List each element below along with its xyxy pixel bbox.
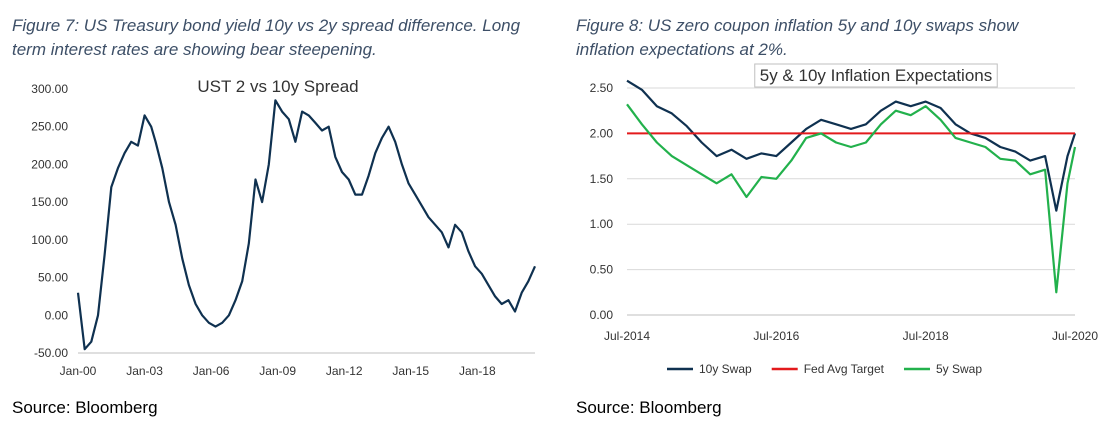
y-tick-label: 250.00 bbox=[31, 120, 68, 134]
series-line-spread bbox=[76, 99, 537, 351]
x-tick-label: Jul-2020 bbox=[1052, 329, 1098, 343]
chart-title: UST 2 vs 10y Spread bbox=[197, 77, 358, 96]
y-tick-label: 2.50 bbox=[590, 81, 614, 95]
y-tick-label: 2.00 bbox=[590, 126, 614, 140]
figure-7-caption: Figure 7: US Treasury bond yield 10y vs … bbox=[12, 16, 521, 59]
x-tick-label: Jan-09 bbox=[259, 364, 296, 378]
chart-title: 5y & 10y Inflation Expectations bbox=[760, 66, 992, 85]
y-tick-label: -50.00 bbox=[34, 346, 68, 360]
x-tick-label: Jan-18 bbox=[459, 364, 496, 378]
x-tick-label: Jan-06 bbox=[193, 364, 230, 378]
chart-title-box bbox=[754, 63, 998, 88]
legend-label-fed-avg-target: Fed Avg Target bbox=[804, 362, 885, 376]
y-tick-label: 200.00 bbox=[31, 157, 68, 171]
x-tick-label: Jan-15 bbox=[392, 364, 429, 378]
inflation-chart: 0.00 0.50 1.00 1.50 2.00 2.50 Jul-2014 Jul-2016… bbox=[590, 63, 1098, 376]
legend-label-5y-swap: 5y Swap bbox=[936, 362, 982, 376]
y-tick-label: 150.00 bbox=[31, 195, 68, 209]
figure-7-source: Source: Bloomberg bbox=[12, 398, 158, 417]
legend-label-10y-swap: 10y Swap bbox=[699, 362, 752, 376]
figure-7-panel: Figure 7: US Treasury bond yield 10y vs … bbox=[12, 16, 537, 417]
y-tick-label: 50.00 bbox=[38, 271, 68, 285]
y-tick-label: 0.50 bbox=[590, 263, 614, 277]
series-line-5y-swap bbox=[626, 103, 1077, 294]
y-tick-label: 300.00 bbox=[31, 82, 68, 96]
x-tick-label: Jul-2018 bbox=[903, 329, 949, 343]
spread-chart: -50.00 0.00 50.00 100.00 150.00 200.00 250.00 3… bbox=[31, 77, 537, 378]
y-tick-label: 1.50 bbox=[590, 172, 614, 186]
x-tick-label: Jan-12 bbox=[326, 364, 363, 378]
y-tick-label: 0.00 bbox=[45, 308, 69, 322]
x-tick-label: Jul-2016 bbox=[753, 329, 799, 343]
y-tick-label: 1.00 bbox=[590, 217, 614, 231]
y-tick-label: 100.00 bbox=[31, 233, 68, 247]
series-line-10y-swap bbox=[626, 79, 1077, 212]
figure-8-caption: Figure 8: US zero coupon inflation 5y an… bbox=[576, 16, 1019, 59]
x-tick-label: Jul-2014 bbox=[604, 329, 650, 343]
figure-8-panel: Figure 8: US zero coupon inflation 5y an… bbox=[560, 0, 1101, 448]
x-tick-label: Jan-03 bbox=[126, 364, 163, 378]
figure-8-source: Source: Bloomberg bbox=[576, 398, 722, 417]
x-tick-label: Jan-00 bbox=[60, 364, 97, 378]
y-tick-label: 0.00 bbox=[590, 308, 614, 322]
